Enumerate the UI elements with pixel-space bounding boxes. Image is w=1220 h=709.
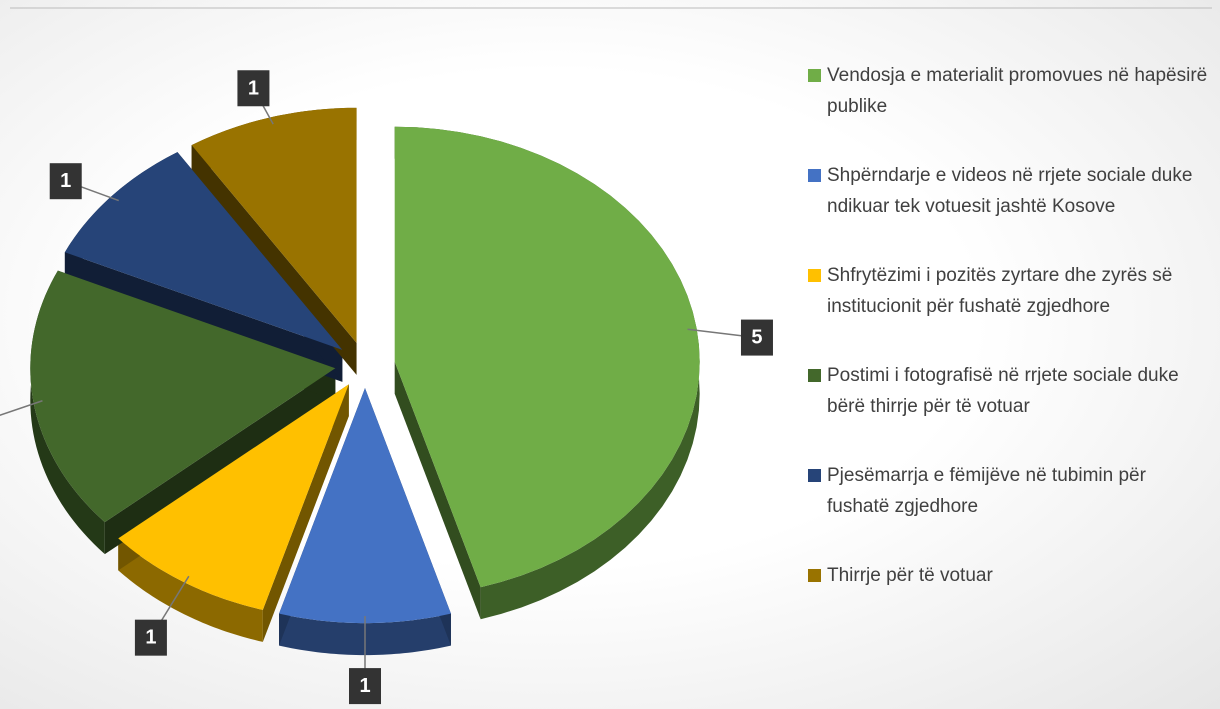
data-label: 1 [359, 675, 370, 697]
slice-edge [394, 361, 481, 620]
legend-item: Pjesëmarrja e fëmijëve në tubimin për fu… [808, 460, 1208, 522]
legend-swatch [808, 569, 821, 582]
legend-swatch [808, 69, 821, 82]
slice-edge [191, 145, 357, 375]
slice [394, 126, 700, 588]
legend-item: Thirrje për të votuar [808, 560, 1208, 591]
legend-swatch [808, 169, 821, 182]
data-label: 1 [248, 77, 259, 99]
legend-label: Pjesëmarrja e fëmijëve në tubimin për fu… [827, 465, 1146, 517]
data-label: 1 [145, 627, 156, 649]
slice [279, 388, 451, 624]
data-label-box [349, 668, 381, 705]
data-label: 1 [60, 170, 71, 192]
legend-label: Vendosja e materialit promovues në hapës… [827, 65, 1208, 117]
legend-item: Shpërndarje e videos në rrjete sociale d… [808, 160, 1208, 222]
legend-label: Shfrytëzimi i pozitës zyrtare dhe zyrës … [827, 265, 1173, 317]
slice [191, 107, 357, 343]
slice [118, 384, 349, 610]
legend-item: Vendosja e materialit promovues në hapës… [808, 60, 1208, 122]
legend-label: Thirrje për të votuar [827, 565, 993, 586]
slice-edge [262, 384, 349, 642]
data-label-box [740, 319, 773, 356]
slice [30, 270, 336, 523]
legend: Vendosja e materialit promovues në hapës… [808, 60, 1208, 629]
slice-side [118, 538, 263, 642]
leader-line [0, 400, 43, 417]
legend-label: Postimi i fotografisë në rrjete sociale … [827, 365, 1179, 417]
slice [64, 152, 343, 350]
data-labels: 511211 [0, 70, 773, 705]
data-label-box [134, 619, 167, 656]
data-label-box [237, 70, 270, 107]
legend-swatch [808, 369, 821, 382]
legend-label: Shpërndarje e videos në rrjete sociale d… [827, 165, 1193, 217]
pie-tops [30, 107, 700, 624]
legend-item: Postimi i fotografisë në rrjete sociale … [808, 360, 1208, 422]
slice-edge [104, 368, 336, 555]
legend-swatch [808, 469, 821, 482]
data-label: 5 [751, 327, 762, 349]
slice-side [30, 270, 105, 555]
legend-item: Shfrytëzimi i pozitës zyrtare dhe zyrës … [808, 260, 1208, 322]
data-label-box [49, 163, 82, 200]
legend-swatch [808, 269, 821, 282]
